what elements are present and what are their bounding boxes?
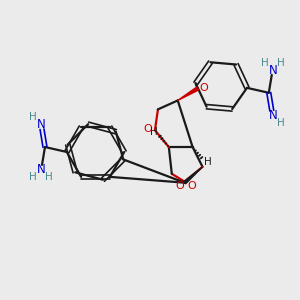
- Text: N: N: [268, 109, 277, 122]
- Text: H: H: [277, 118, 285, 128]
- Text: H: H: [45, 172, 53, 182]
- Text: O: O: [175, 181, 184, 191]
- Text: O: O: [187, 181, 196, 191]
- Text: H: H: [29, 172, 37, 182]
- Text: H: H: [150, 127, 158, 137]
- Text: N: N: [37, 163, 45, 176]
- Text: H: H: [261, 58, 269, 68]
- Polygon shape: [178, 87, 198, 101]
- Text: H: H: [204, 157, 211, 167]
- Text: O: O: [199, 82, 208, 93]
- Text: H: H: [277, 58, 285, 68]
- Polygon shape: [184, 167, 202, 184]
- Text: O: O: [144, 124, 152, 134]
- Text: N: N: [37, 118, 45, 131]
- Text: H: H: [29, 112, 37, 122]
- Text: N: N: [268, 64, 277, 76]
